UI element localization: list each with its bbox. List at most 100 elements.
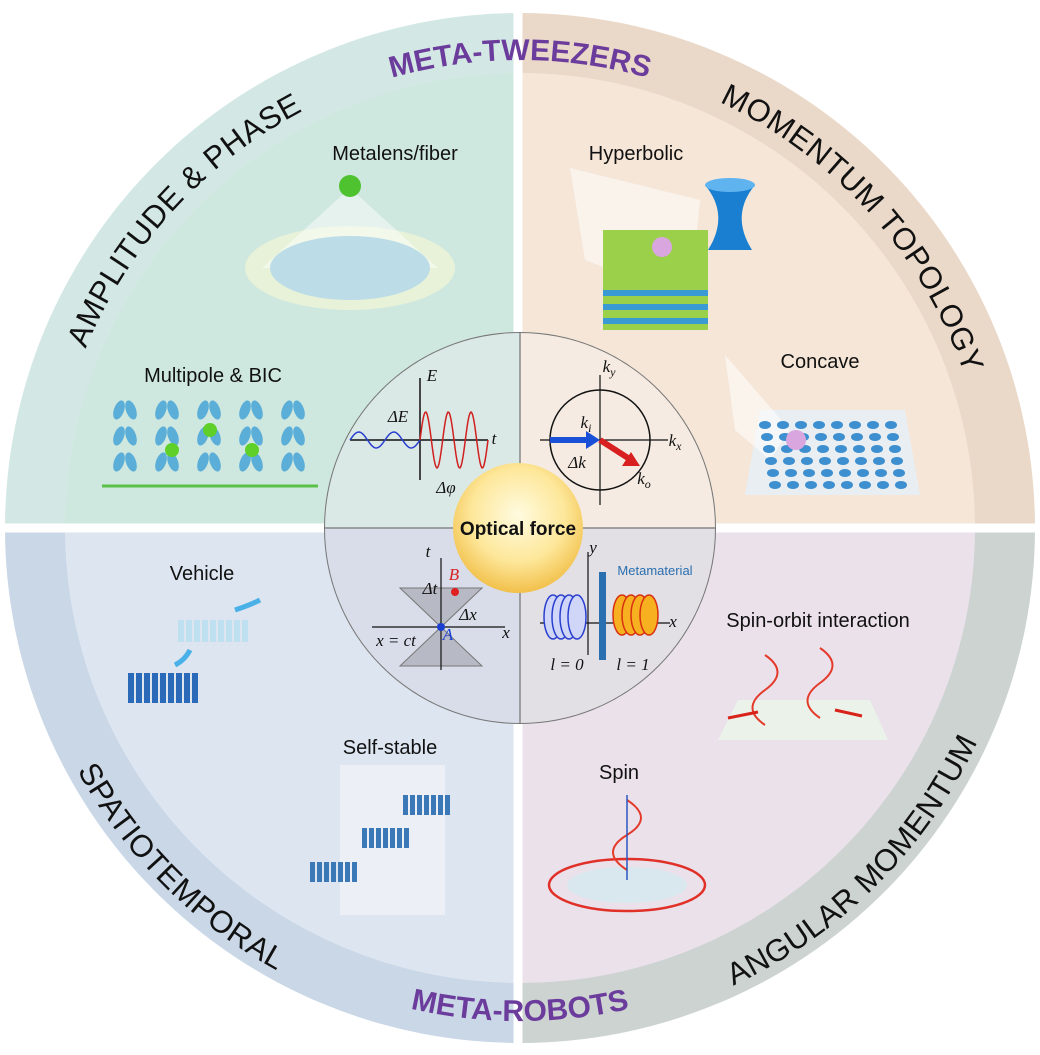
pillar — [837, 457, 849, 465]
math-label: x — [668, 612, 677, 631]
block — [362, 828, 367, 848]
panel-label: Concave — [781, 351, 860, 373]
block — [218, 620, 224, 642]
leaf — [239, 452, 251, 472]
math-label: l = 1 — [616, 655, 649, 674]
particle — [203, 423, 217, 437]
pillar — [821, 469, 833, 477]
leaf — [251, 400, 263, 420]
pillar — [759, 421, 771, 429]
leaf — [209, 452, 221, 472]
self-stable-illustration — [310, 765, 450, 915]
math-label: l = 0 — [550, 655, 584, 674]
leaf — [293, 452, 305, 472]
pillar — [767, 469, 779, 477]
vortex-ring — [639, 594, 659, 636]
block — [397, 828, 402, 848]
center-quadrant — [325, 333, 520, 528]
block — [390, 828, 395, 848]
block — [152, 673, 158, 703]
pillar — [877, 481, 889, 489]
pillar — [795, 421, 807, 429]
block — [176, 673, 182, 703]
pillar — [855, 457, 867, 465]
pillar — [785, 469, 797, 477]
block — [186, 620, 192, 642]
block — [128, 673, 134, 703]
panel-label: Spin — [599, 762, 639, 784]
pillar — [831, 421, 843, 429]
math-label: t — [492, 429, 498, 448]
optical-force-sun — [453, 463, 583, 593]
math-symbol: k — [637, 469, 645, 488]
leaf — [197, 452, 209, 472]
center-quadrant — [325, 528, 520, 723]
pillar — [867, 421, 879, 429]
leaf — [281, 426, 293, 446]
block — [136, 673, 142, 703]
math-label: t — [426, 542, 432, 561]
math-label: B — [449, 565, 460, 584]
leaf — [125, 426, 137, 446]
metamaterial-slab — [599, 572, 606, 660]
arrow — [598, 437, 630, 461]
math-label: Metamaterial — [617, 563, 692, 578]
leaf — [197, 400, 209, 420]
panel-label: Vehicle — [170, 563, 235, 585]
pillar — [819, 457, 831, 465]
math-subscript: o — [645, 477, 651, 491]
pillar — [805, 481, 817, 489]
pillar — [849, 421, 861, 429]
math-label: ko — [637, 469, 651, 491]
pillar — [869, 433, 881, 441]
spin-illustration — [547, 795, 707, 913]
block — [178, 620, 184, 642]
pillar — [765, 457, 777, 465]
leaf — [293, 400, 305, 420]
pillar — [841, 481, 853, 489]
math-label: y — [587, 538, 597, 557]
leaf — [155, 426, 167, 446]
block — [310, 862, 315, 882]
math-label: x = ct — [375, 631, 417, 650]
math-symbol: k — [603, 357, 611, 376]
math-symbol: k — [669, 431, 677, 450]
math-label: A — [442, 625, 454, 644]
math-subscript: x — [675, 439, 682, 453]
block — [417, 795, 422, 815]
particle — [786, 430, 806, 450]
block — [317, 862, 322, 882]
block — [242, 620, 248, 642]
pillar — [885, 421, 897, 429]
leaf — [167, 452, 179, 472]
spin-orbit-illustration — [718, 647, 888, 740]
block — [345, 862, 350, 882]
leaf — [293, 426, 305, 446]
pillar — [875, 469, 887, 477]
pillar — [871, 445, 883, 453]
event-point — [437, 623, 445, 631]
leaf — [125, 400, 137, 420]
block — [194, 620, 200, 642]
math-label: Δφ — [435, 478, 455, 497]
block — [404, 828, 409, 848]
block — [331, 862, 336, 882]
leaf — [113, 426, 125, 446]
hyperbolic-illustration — [570, 168, 755, 330]
block — [445, 795, 450, 815]
pillar — [891, 457, 903, 465]
pillar — [813, 421, 825, 429]
pillar — [823, 481, 835, 489]
math-subscript: i — [588, 421, 591, 435]
leaf — [251, 452, 263, 472]
block — [160, 673, 166, 703]
block — [438, 795, 443, 815]
panel-label: Hyperbolic — [589, 143, 683, 165]
block — [410, 795, 415, 815]
math-symbol: k — [581, 413, 589, 432]
metalens-illustration — [245, 175, 455, 310]
block — [234, 620, 240, 642]
pillar — [873, 457, 885, 465]
math-label: kx — [669, 431, 683, 453]
